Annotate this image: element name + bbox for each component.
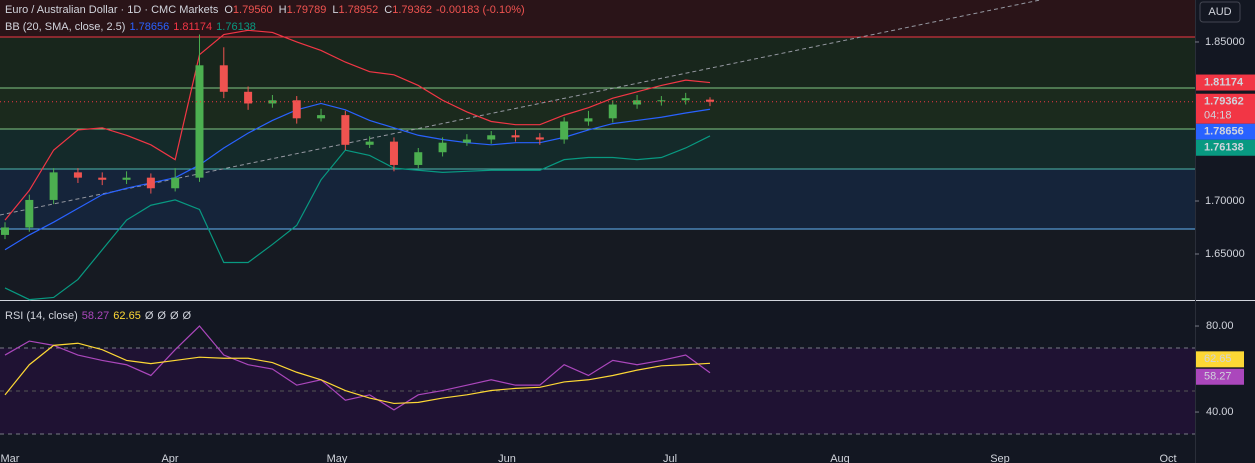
- countdown: 04:18: [1204, 110, 1232, 122]
- candle-body: [535, 137, 544, 140]
- candle-body: [244, 91, 253, 104]
- candle-body: [560, 121, 569, 140]
- candle-body: [414, 152, 423, 165]
- ohlc-label: C: [384, 4, 392, 16]
- price-tag-label: 1.79362: [1204, 96, 1244, 108]
- x-tick-label: Jun: [498, 453, 516, 463]
- candle-body: [365, 141, 374, 145]
- ohlc-label: O: [224, 4, 233, 16]
- zone: [0, 37, 1195, 88]
- rsi-icon: Ø: [145, 310, 154, 322]
- candle-body: [171, 177, 180, 189]
- candle-body: [633, 100, 642, 105]
- x-tick-label: Sep: [990, 453, 1010, 463]
- price-tag: [1196, 139, 1255, 156]
- rsi-legend: RSI (14, close) 58.27 62.65 Ø Ø Ø Ø: [5, 310, 192, 322]
- rsi-icon: Ø: [157, 310, 166, 322]
- x-tick-label: Apr: [161, 453, 178, 463]
- candle-body: [25, 199, 34, 228]
- zone: [0, 129, 1195, 169]
- candle-body: [706, 99, 714, 102]
- x-tick-label: Jul: [663, 453, 677, 463]
- rsi-value: 58.27: [82, 310, 110, 322]
- candle-body: [389, 141, 398, 165]
- y-tick-label: 1.70000: [1205, 195, 1245, 207]
- rsi-value: 62.65: [113, 310, 141, 322]
- ohlc-value: 1.79560: [233, 4, 273, 16]
- legend: Euro / Australian Dollar · 1D · CMC Mark…: [5, 4, 525, 16]
- price-tag: [1196, 74, 1255, 91]
- ohlc-value: 1.79789: [287, 4, 327, 16]
- indicator: BB (20, SMA, close, 2.5): [5, 21, 125, 33]
- candle-body: [681, 98, 690, 101]
- candle-body: [98, 177, 107, 180]
- rsi-tag-label: 62.65: [1204, 353, 1232, 365]
- price-tag: [1196, 123, 1255, 140]
- rsi-tag: [1196, 351, 1244, 368]
- price-tag-label: 1.81174: [1204, 76, 1244, 88]
- band-line: [4, 135, 711, 301]
- candle-body: [195, 65, 204, 178]
- currency: AUD: [1208, 6, 1231, 18]
- x-tick-label: Oct: [1159, 453, 1176, 463]
- indicator-value: 1.81174: [173, 21, 212, 33]
- candle-body: [657, 100, 666, 102]
- price-tag: [1196, 93, 1255, 124]
- zone: [0, 88, 1195, 129]
- candle-body: [1, 227, 9, 235]
- candle-body: [317, 115, 326, 119]
- y-tick-label: 40.00: [1206, 406, 1234, 418]
- rsi-icon: Ø: [183, 310, 192, 322]
- zone: [0, 0, 1195, 37]
- change: -0.00183 (-0.10%): [436, 4, 525, 16]
- zone: [0, 229, 1195, 300]
- x-tick-label: Aug: [830, 453, 850, 463]
- x-tick-label: Mar: [1, 453, 20, 463]
- rsi-line: [4, 325, 711, 411]
- rsi-tag-label: 58.27: [1204, 371, 1232, 383]
- candle-body: [219, 65, 228, 92]
- band-line: [4, 29, 711, 221]
- rsi-icon: Ø: [170, 310, 179, 322]
- candle-body: [462, 139, 471, 143]
- x-tick-label: May: [327, 453, 348, 463]
- y-tick-label: 1.85000: [1205, 36, 1245, 48]
- y-tick-label: 80.00: [1206, 320, 1234, 332]
- indicator-value: 1.76138: [216, 21, 256, 33]
- indicator-legend: BB (20, SMA, close, 2.5) 1.78656 1.81174 1.…: [5, 21, 256, 33]
- ohlc-value: 1.78952: [339, 4, 379, 16]
- candle-body: [487, 135, 496, 140]
- candle-body: [511, 135, 520, 138]
- ohlc-value: 1.79362: [392, 4, 432, 16]
- currency-box[interactable]: [1199, 1, 1241, 23]
- y-tick-label: 1.65000: [1205, 248, 1245, 260]
- candle-body: [122, 177, 131, 180]
- candle-body: [341, 115, 350, 145]
- candle-body: [292, 100, 301, 119]
- candle-body: [73, 172, 82, 178]
- candle-body: [146, 177, 155, 189]
- indicator-value: 1.78656: [129, 21, 169, 33]
- rsi-line: [4, 342, 711, 405]
- candle-body: [438, 142, 447, 153]
- band-line: [4, 102, 711, 251]
- candle-body: [49, 172, 58, 200]
- title: Euro / Australian Dollar · 1D · CMC Mark…: [5, 4, 219, 16]
- ohlc-label: H: [279, 4, 287, 16]
- rsi-title: RSI (14, close): [5, 310, 78, 322]
- candle-body: [608, 104, 617, 119]
- rsi-tag: [1196, 368, 1244, 385]
- price-tag-label: 1.76138: [1204, 142, 1244, 154]
- ohlc-label: L: [332, 4, 338, 16]
- price-tag-label: 1.78656: [1204, 126, 1244, 138]
- candle-body: [584, 118, 593, 122]
